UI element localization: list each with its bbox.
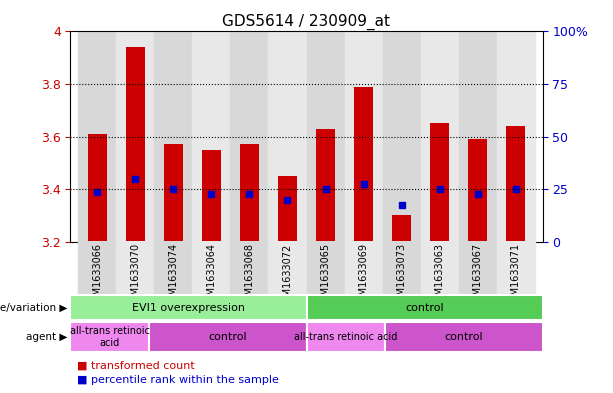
Bar — [421, 31, 459, 242]
Bar — [240, 145, 259, 242]
Bar — [268, 241, 306, 294]
Bar — [268, 31, 306, 242]
Bar — [116, 241, 154, 294]
Bar — [88, 134, 107, 242]
Bar — [70, 322, 149, 352]
Bar — [306, 295, 543, 320]
Text: all-trans retinoic acid: all-trans retinoic acid — [294, 332, 397, 342]
Text: GSM1633067: GSM1633067 — [473, 243, 483, 309]
Text: GSM1633069: GSM1633069 — [359, 243, 368, 309]
Text: control: control — [405, 303, 444, 312]
Text: all-trans retinoic
acid: all-trans retinoic acid — [70, 326, 150, 348]
Bar — [468, 139, 487, 242]
Text: GSM1633073: GSM1633073 — [397, 243, 406, 309]
Bar — [78, 241, 116, 294]
Bar — [230, 241, 268, 294]
Text: ■ percentile rank within the sample: ■ percentile rank within the sample — [77, 375, 278, 385]
Bar — [164, 145, 183, 242]
Bar — [126, 47, 145, 242]
Bar — [192, 31, 230, 242]
Bar — [421, 241, 459, 294]
Bar — [116, 31, 154, 242]
Text: EVI1 overexpression: EVI1 overexpression — [132, 303, 245, 312]
Text: GSM1633072: GSM1633072 — [283, 243, 292, 309]
Bar — [345, 241, 383, 294]
Bar — [383, 31, 421, 242]
Bar — [497, 241, 535, 294]
Bar — [316, 129, 335, 242]
Bar — [459, 241, 497, 294]
Text: GSM1633070: GSM1633070 — [130, 243, 140, 309]
Bar — [149, 322, 306, 352]
Text: control: control — [444, 332, 483, 342]
Bar — [278, 176, 297, 242]
Title: GDS5614 / 230909_at: GDS5614 / 230909_at — [223, 14, 390, 30]
Bar — [345, 31, 383, 242]
Bar — [306, 31, 345, 242]
Text: GSM1633068: GSM1633068 — [245, 243, 254, 309]
Bar — [70, 295, 306, 320]
Bar — [78, 31, 116, 242]
Bar — [497, 31, 535, 242]
Bar — [306, 241, 345, 294]
Bar — [506, 126, 525, 242]
Bar — [154, 241, 192, 294]
Bar — [354, 86, 373, 242]
Text: GSM1633064: GSM1633064 — [207, 243, 216, 309]
Bar — [230, 31, 268, 242]
Text: control: control — [208, 332, 247, 342]
Bar — [385, 322, 543, 352]
Bar — [459, 31, 497, 242]
Text: GSM1633063: GSM1633063 — [435, 243, 444, 309]
Text: GSM1633071: GSM1633071 — [511, 243, 521, 309]
Text: agent ▶: agent ▶ — [26, 332, 67, 342]
Text: GSM1633074: GSM1633074 — [169, 243, 178, 309]
Bar — [202, 150, 221, 242]
Bar — [154, 31, 192, 242]
Bar — [306, 322, 385, 352]
Bar — [392, 215, 411, 242]
Text: GSM1633065: GSM1633065 — [321, 243, 330, 309]
Bar — [430, 123, 449, 242]
Bar — [192, 241, 230, 294]
Bar — [383, 241, 421, 294]
Text: genotype/variation ▶: genotype/variation ▶ — [0, 303, 67, 312]
Text: GSM1633066: GSM1633066 — [92, 243, 102, 309]
Text: ■ transformed count: ■ transformed count — [77, 361, 194, 371]
